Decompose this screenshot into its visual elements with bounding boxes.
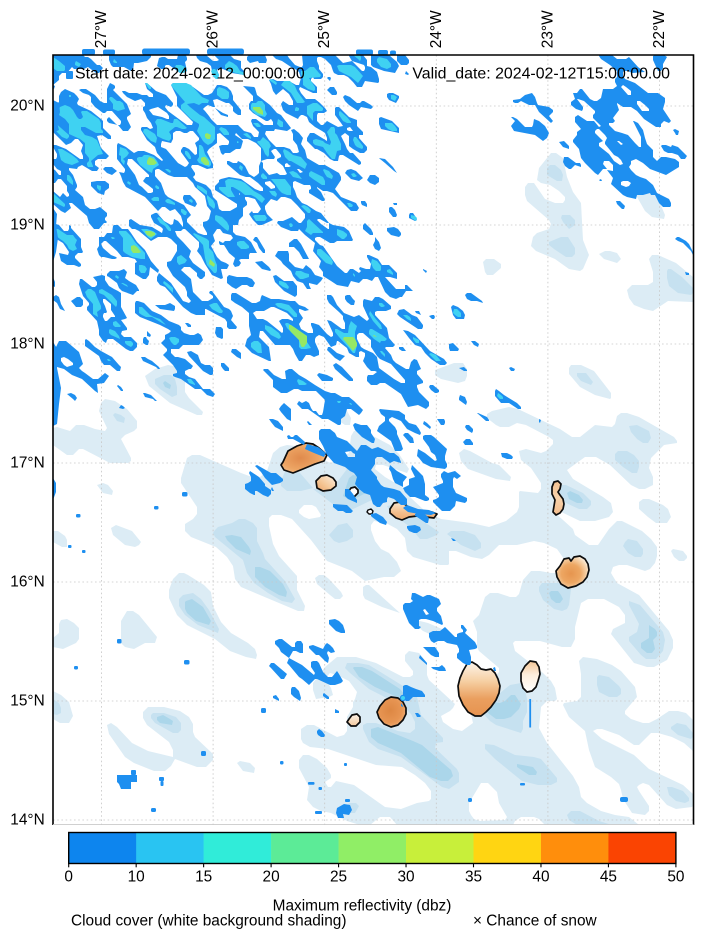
svg-text:19°N: 19°N bbox=[10, 217, 44, 234]
svg-text:25: 25 bbox=[330, 869, 347, 886]
svg-text:30: 30 bbox=[397, 869, 414, 886]
svg-text:Start date: 2024-02-12_00:00:0: Start date: 2024-02-12_00:00:00 bbox=[75, 66, 305, 83]
svg-text:18°N: 18°N bbox=[10, 336, 44, 353]
svg-text:Cloud cover (white background: Cloud cover (white background shading) bbox=[71, 913, 346, 930]
svg-text:27°W: 27°W bbox=[93, 10, 110, 48]
svg-text:17°N: 17°N bbox=[10, 455, 44, 472]
svg-text:14°N: 14°N bbox=[10, 812, 44, 829]
svg-text:20: 20 bbox=[263, 869, 280, 886]
svg-text:45: 45 bbox=[600, 869, 617, 886]
svg-text:16°N: 16°N bbox=[10, 574, 44, 591]
svg-text:50: 50 bbox=[667, 869, 684, 886]
svg-text:× Chance of snow: × Chance of snow bbox=[473, 913, 598, 930]
svg-text:20°N: 20°N bbox=[10, 98, 44, 115]
svg-text:23°W: 23°W bbox=[539, 10, 556, 48]
svg-text:24°W: 24°W bbox=[428, 10, 445, 48]
svg-text:10: 10 bbox=[128, 869, 145, 886]
svg-text:40: 40 bbox=[532, 869, 549, 886]
svg-text:22°W: 22°W bbox=[651, 10, 668, 48]
svg-text:Valid_date: 2024-02-12T15:00:0: Valid_date: 2024-02-12T15:00:00.00 bbox=[412, 66, 670, 83]
svg-text:25°W: 25°W bbox=[316, 10, 333, 48]
svg-text:35: 35 bbox=[465, 869, 482, 886]
svg-text:26°W: 26°W bbox=[205, 10, 222, 48]
svg-text:Maximum reflectivity (dbz): Maximum reflectivity (dbz) bbox=[273, 898, 452, 915]
svg-text:15°N: 15°N bbox=[10, 693, 44, 710]
svg-text:15: 15 bbox=[195, 869, 212, 886]
svg-text:0: 0 bbox=[64, 869, 73, 886]
